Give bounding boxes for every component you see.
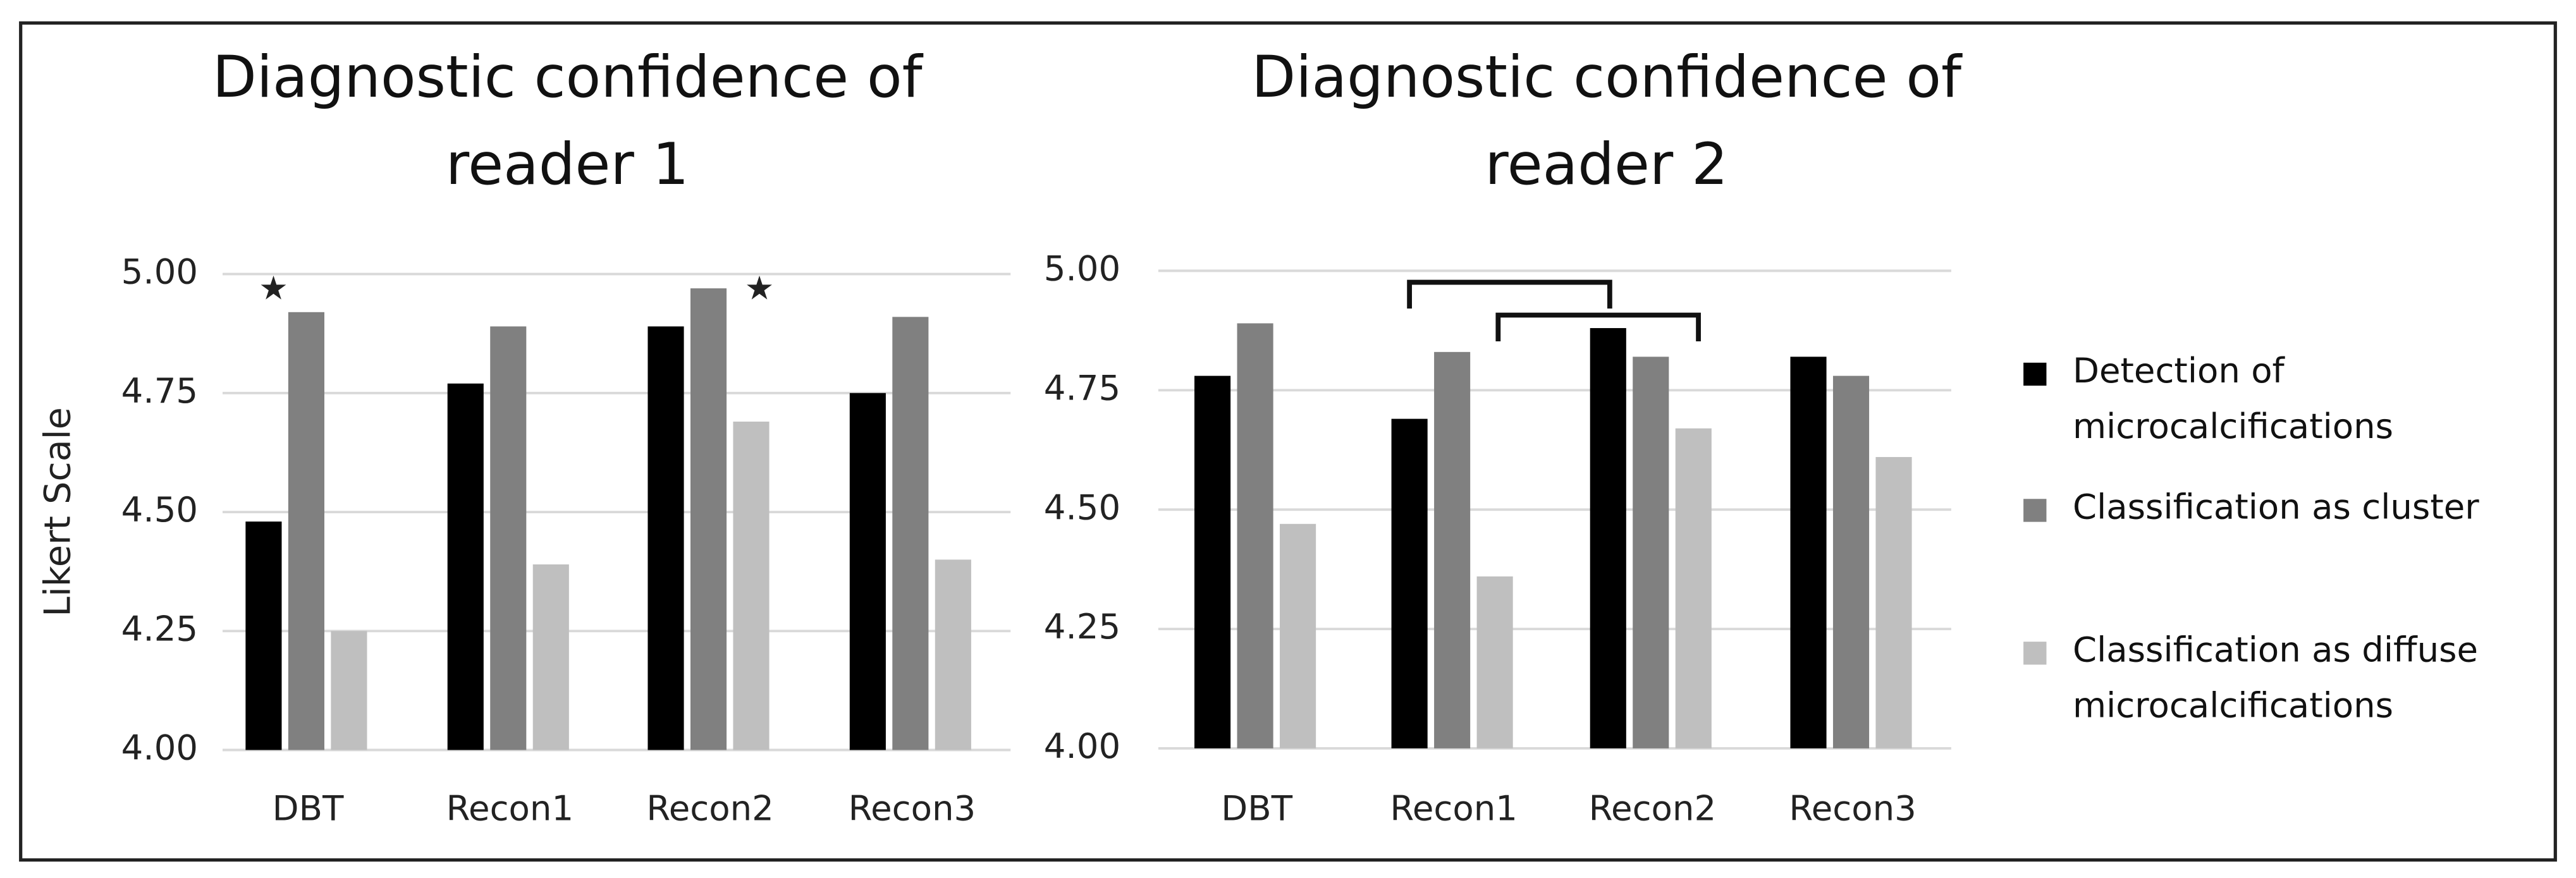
bar [1391,418,1428,748]
bar [1790,357,1827,748]
bar [849,393,886,750]
y-tick-label: 4.50 [121,489,198,530]
x-tick-label: Recon3 [1789,788,1917,829]
legend-label: Classification as diffuse microcalcifica… [2073,630,2479,725]
legend-swatch [2023,499,2047,522]
bar [288,312,324,750]
x-tick-label: Recon2 [646,788,774,829]
chart-title: Diagnostic confidence of reader 2 [1251,46,1962,198]
bar [1194,375,1231,748]
chart-title: Diagnostic confidence of reader 1 [212,46,923,198]
chart-title-box: Diagnostic confidence of reader 1 [212,46,923,198]
y-tick-label: 4.75 [1044,367,1120,408]
bar [892,317,929,750]
legend-label-box: Classification as diffuse microcalcifica… [2073,630,2479,725]
legend-swatch [2023,362,2047,386]
star-annotation: ★ [745,270,775,308]
bar [690,288,727,750]
legend-label-box: Classification as cluster [2073,487,2479,527]
bar [1875,457,1912,748]
bar [647,326,684,750]
significance-bracket [1495,312,1701,342]
bar [733,421,770,750]
bar [1675,428,1712,748]
y-tick-label: 5.00 [121,252,198,292]
legend-label-box: Detection of microcalcifications [2073,351,2394,446]
bar [1237,323,1273,748]
x-tick-label: DBT [1221,788,1292,829]
legend-swatch [2023,642,2047,665]
bar [245,521,282,750]
y-axis-label: Likert Scale [37,407,79,617]
y-tick-label: 4.25 [121,608,198,649]
bar [532,564,569,750]
bar [447,383,484,750]
bar [331,631,367,750]
y-tick-label: 4.25 [1044,606,1120,647]
bar [1476,576,1513,748]
x-tick-label: Recon2 [1589,788,1717,829]
y-tick-label: 4.00 [121,728,198,768]
legend-label: Classification as cluster [2073,487,2479,527]
star-annotation: ★ [259,270,288,308]
y-tick-label: 4.00 [1044,726,1120,766]
y-tick-label: 5.00 [1044,248,1120,289]
bar [490,326,527,750]
x-tick-label: Recon3 [849,788,976,829]
bar [1633,357,1669,748]
bar [1434,351,1471,748]
bar [1590,328,1626,748]
bar [935,559,971,750]
y-tick-label: 4.50 [1044,487,1120,527]
bar [1832,375,1870,748]
x-tick-label: Recon1 [1390,788,1518,829]
x-tick-label: DBT [273,788,344,829]
legend-label: Detection of microcalcifications [2073,351,2394,446]
y-tick-label: 4.75 [121,370,198,411]
x-tick-label: Recon1 [446,788,574,829]
bar [1280,523,1316,748]
significance-bracket [1407,279,1612,309]
chart-title-box: Diagnostic confidence of reader 2 [1251,46,1962,198]
